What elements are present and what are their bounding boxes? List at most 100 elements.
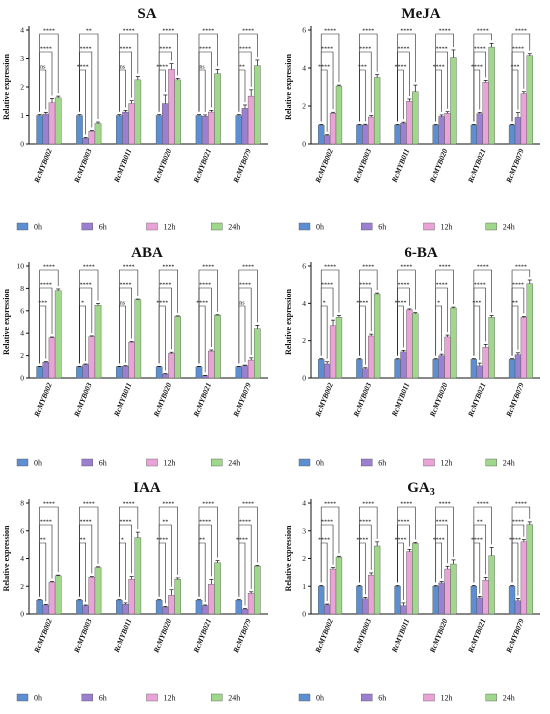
significance-label: **** bbox=[436, 520, 448, 526]
significance-label: **** bbox=[474, 283, 486, 289]
legend-swatch bbox=[485, 693, 497, 702]
legend-swatch bbox=[146, 222, 158, 231]
significance-label: **** bbox=[40, 520, 52, 526]
category-label: RcMYB079 bbox=[231, 381, 253, 419]
category-label: RcMYB020 bbox=[427, 381, 449, 419]
significance-bracket bbox=[79, 542, 86, 602]
bar-rcmyb021-12h bbox=[208, 111, 215, 145]
bar-rcmyb003-24h bbox=[373, 77, 381, 145]
significance-bracket bbox=[435, 305, 442, 356]
bar-rcmyb079-0h bbox=[508, 124, 516, 145]
significance-bracket bbox=[39, 506, 59, 597]
significance-label: **** bbox=[362, 502, 374, 508]
y-tick-label: 2 bbox=[20, 582, 24, 591]
legend-label: 0h bbox=[316, 223, 324, 232]
bar-rcmyb021-6h bbox=[201, 375, 209, 379]
bar-rcmyb003-0h bbox=[356, 359, 363, 379]
legend-swatch bbox=[81, 222, 93, 231]
bar-rcmyb011-12h bbox=[128, 341, 135, 379]
significance-label: **** bbox=[362, 265, 374, 271]
significance-bracket bbox=[79, 269, 99, 364]
bar-rcmyb079-0h bbox=[235, 115, 243, 145]
category-label: RcMYB079 bbox=[504, 617, 526, 655]
significance-bracket bbox=[238, 269, 258, 364]
legend-label: 24h bbox=[228, 223, 240, 232]
significance-label: **** bbox=[202, 502, 214, 508]
significance-label: **** bbox=[318, 538, 330, 544]
bar-rcmyb003-24h bbox=[94, 567, 102, 615]
significance-label: **** bbox=[397, 283, 409, 289]
significance-bracket bbox=[473, 269, 492, 356]
bar-rcmyb003-12h bbox=[368, 574, 375, 615]
significance-label: **** bbox=[324, 502, 336, 508]
significance-bracket bbox=[158, 542, 166, 604]
significance-label: **** bbox=[80, 520, 92, 526]
significance-bracket bbox=[359, 506, 378, 583]
bar-rcmyb003-24h bbox=[373, 545, 381, 615]
legend-swatch bbox=[485, 458, 497, 467]
legend-label: 12h bbox=[441, 694, 453, 703]
significance-bracket bbox=[397, 305, 404, 356]
bar-rcmyb020-6h bbox=[162, 103, 169, 145]
bar-rcmyb011-0h bbox=[394, 124, 401, 145]
significance-label: **** bbox=[512, 283, 524, 289]
significance-bracket bbox=[320, 506, 340, 583]
bar-rcmyb003-0h bbox=[76, 599, 83, 615]
bar-rcmyb020-6h bbox=[162, 606, 169, 615]
category-label: RcMYB002 bbox=[32, 617, 54, 655]
legend-swatch bbox=[16, 693, 29, 702]
y-tick-label: 6 bbox=[20, 526, 24, 535]
significance-label: **** bbox=[159, 47, 171, 53]
significance-label: **** bbox=[436, 47, 448, 53]
bar-rcmyb020-12h bbox=[444, 113, 451, 145]
category-label: RcMYB003 bbox=[71, 147, 93, 185]
bar-rcmyb079-24h bbox=[526, 283, 533, 379]
category-label: RcMYB011 bbox=[389, 617, 411, 654]
bar-rcmyb002-6h bbox=[42, 113, 50, 145]
bar-rcmyb079-12h bbox=[520, 93, 528, 145]
legend-swatch bbox=[298, 458, 311, 467]
significance-label: **** bbox=[321, 283, 333, 289]
significance-bracket bbox=[435, 69, 442, 122]
legend-swatch bbox=[211, 693, 223, 702]
significance-bracket bbox=[119, 506, 139, 597]
category-label: RcMYB021 bbox=[191, 147, 213, 185]
y-tick-label: 0 bbox=[302, 140, 306, 149]
significance-bracket bbox=[198, 542, 206, 602]
y-tick-label: 2 bbox=[20, 83, 24, 92]
bar-rcmyb002-24h bbox=[54, 290, 62, 379]
y-axis-label: Relative expression bbox=[284, 54, 293, 120]
significance-label: *** bbox=[472, 301, 481, 307]
significance-label: **** bbox=[359, 283, 371, 289]
bar-rcmyb003-12h bbox=[368, 116, 375, 145]
significance-label: **** bbox=[119, 47, 131, 53]
category-label: RcMYB011 bbox=[111, 617, 133, 654]
bar-rcmyb079-12h bbox=[520, 317, 528, 379]
significance-label: **** bbox=[123, 265, 135, 271]
bar-rcmyb079-6h bbox=[514, 600, 522, 615]
y-axis-label: Relative expression bbox=[2, 289, 11, 355]
significance-label: **** bbox=[83, 502, 95, 508]
bar-rcmyb020-24h bbox=[450, 307, 457, 379]
significance-label: **** bbox=[242, 29, 254, 35]
significance-label: **** bbox=[356, 538, 368, 544]
bar-rcmyb003-6h bbox=[82, 364, 89, 379]
significance-bracket bbox=[119, 542, 126, 600]
significance-label: **** bbox=[77, 65, 89, 71]
category-label: RcMYB003 bbox=[351, 147, 373, 185]
category-label: RcMYB011 bbox=[111, 147, 133, 184]
significance-label: **** bbox=[324, 29, 336, 35]
significance-bracket bbox=[435, 33, 454, 122]
significance-bracket bbox=[119, 33, 139, 112]
category-label: RcMYB021 bbox=[465, 617, 487, 655]
significance-bracket bbox=[39, 305, 47, 364]
significance-label: **** bbox=[477, 29, 489, 35]
legend-label: 0h bbox=[316, 694, 324, 703]
significance-label: **** bbox=[242, 502, 254, 508]
bar-rcmyb002-6h bbox=[323, 604, 331, 615]
bar-rcmyb002-12h bbox=[329, 325, 337, 379]
significance-label: **** bbox=[239, 47, 251, 53]
y-tick-label: 0 bbox=[20, 374, 24, 383]
bar-rcmyb003-6h bbox=[362, 368, 369, 379]
